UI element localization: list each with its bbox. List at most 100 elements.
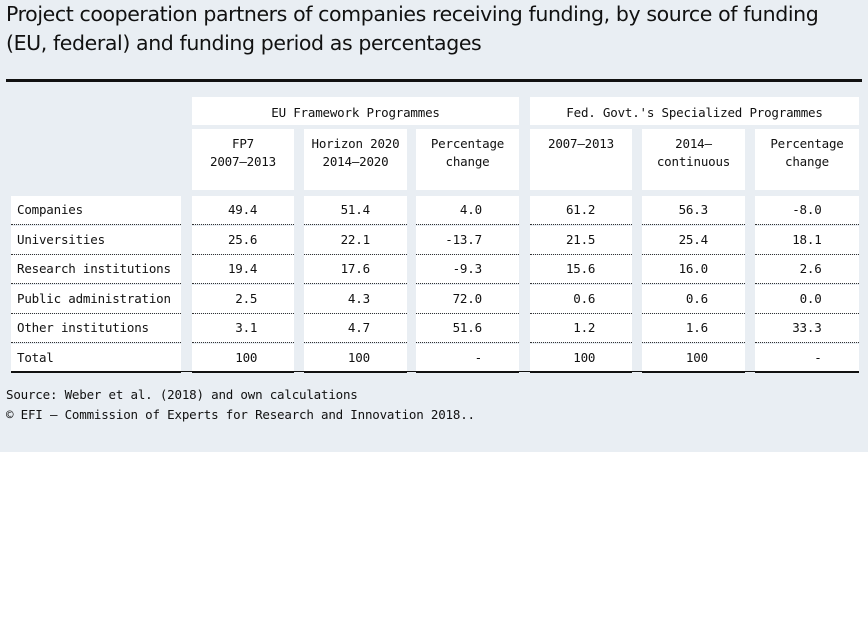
table-cell [416, 344, 519, 372]
row-separator [755, 283, 859, 285]
row-label: Other institutions [17, 320, 149, 336]
cell-value: 25.6 [227, 231, 258, 247]
column-header-line2: 2007–2013 [210, 154, 276, 169]
table-cell [755, 284, 859, 313]
cell-value: - [474, 350, 483, 365]
row-label: Universities [17, 231, 105, 247]
row-separator [304, 312, 407, 314]
table-cell [642, 314, 745, 343]
cell-value: 21.5 [565, 231, 596, 247]
row-separator [416, 342, 519, 344]
table-cell [530, 344, 632, 372]
table-cell [416, 255, 519, 284]
row-separator [530, 372, 632, 373]
column-header [192, 129, 294, 190]
table-bottom-rule [11, 371, 859, 372]
table-cell [416, 284, 519, 313]
row-separator [755, 253, 859, 255]
row-label-cell [11, 225, 181, 254]
table-cell [530, 314, 632, 343]
table-cell [192, 284, 294, 313]
row-separator [11, 342, 181, 344]
cell-value: 0.6 [573, 290, 596, 306]
table-cell [416, 314, 519, 343]
table-cell [530, 225, 632, 254]
cell-value: 33.3 [792, 320, 822, 336]
cell-value: 100 [573, 350, 596, 365]
cell-value: 22.1 [340, 231, 371, 247]
table-cell [755, 225, 859, 254]
copyright-note: © EFI – Commission of Experts for Resear… [6, 407, 475, 422]
row-separator [304, 342, 407, 344]
row-separator [416, 224, 519, 225]
table-cell [192, 255, 294, 284]
column-header-line2: change [445, 154, 490, 169]
row-label: Companies [17, 202, 83, 217]
row-separator [755, 372, 859, 373]
row-separator [11, 372, 181, 373]
column-header [416, 129, 519, 190]
table-cell [530, 284, 632, 313]
row-separator [530, 283, 632, 285]
cell-value: 2.5 [235, 290, 258, 306]
cell-value: 100 [235, 350, 258, 365]
cell-value: 3.1 [235, 320, 258, 336]
row-separator [642, 372, 745, 373]
cell-value: 1.2 [573, 320, 596, 336]
cell-value: - [814, 350, 822, 365]
row-label-cell [11, 284, 181, 313]
row-separator [192, 342, 294, 344]
column-header-line2: change [785, 154, 829, 169]
table-cell [642, 255, 745, 284]
column-header [642, 129, 745, 190]
row-separator [192, 372, 294, 373]
cell-value: 61.2 [565, 202, 596, 217]
row-label-cell [11, 255, 181, 284]
cell-value: 100 [347, 350, 370, 365]
table-cell [755, 344, 859, 372]
row-separator [11, 312, 181, 314]
row-label-cell [11, 196, 181, 224]
table-cell [304, 314, 407, 343]
column-header [304, 129, 407, 190]
cell-value: 15.6 [565, 261, 596, 277]
row-separator [304, 253, 407, 255]
table-cell [304, 344, 407, 372]
row-separator [642, 342, 745, 344]
row-label: Total [17, 350, 54, 365]
group-header-fed-label: Fed. Govt.'s Specialized Programmes [566, 105, 823, 120]
row-label-cell [11, 314, 181, 343]
table-cell [755, 314, 859, 343]
column-header-line2: continuous [656, 154, 731, 169]
row-separator [11, 253, 181, 255]
row-separator [192, 224, 294, 225]
table-cell [192, 314, 294, 343]
column-header-line1: 2014– [675, 136, 712, 151]
table-cell [416, 196, 519, 224]
column-header-line1: Percentage [430, 136, 505, 151]
table-cell [642, 344, 745, 372]
row-separator [11, 224, 181, 225]
table-cell [304, 284, 407, 313]
row-separator [192, 312, 294, 314]
row-label: Research institutions [17, 261, 171, 277]
cell-value: -13.7 [445, 231, 482, 247]
table-cell [304, 255, 407, 284]
table-cell [642, 284, 745, 313]
cell-value: 51.4 [340, 202, 371, 217]
row-separator [11, 283, 181, 285]
row-separator [530, 342, 632, 344]
cell-value: 4.3 [347, 290, 370, 306]
column-header-line1: FP7 [232, 136, 254, 151]
column-header-line1: Horizon 2020 [311, 136, 400, 151]
cell-value: 17.6 [340, 261, 371, 277]
group-header-eu [192, 97, 519, 125]
row-separator [416, 283, 519, 285]
table-cell [416, 225, 519, 254]
column-header [755, 129, 859, 190]
cell-value: 56.3 [678, 202, 709, 217]
row-label-cell [11, 344, 181, 372]
column-header-line1: Percentage [770, 136, 844, 151]
row-separator [304, 372, 407, 373]
column-header-line1: 2007–2013 [548, 136, 614, 151]
